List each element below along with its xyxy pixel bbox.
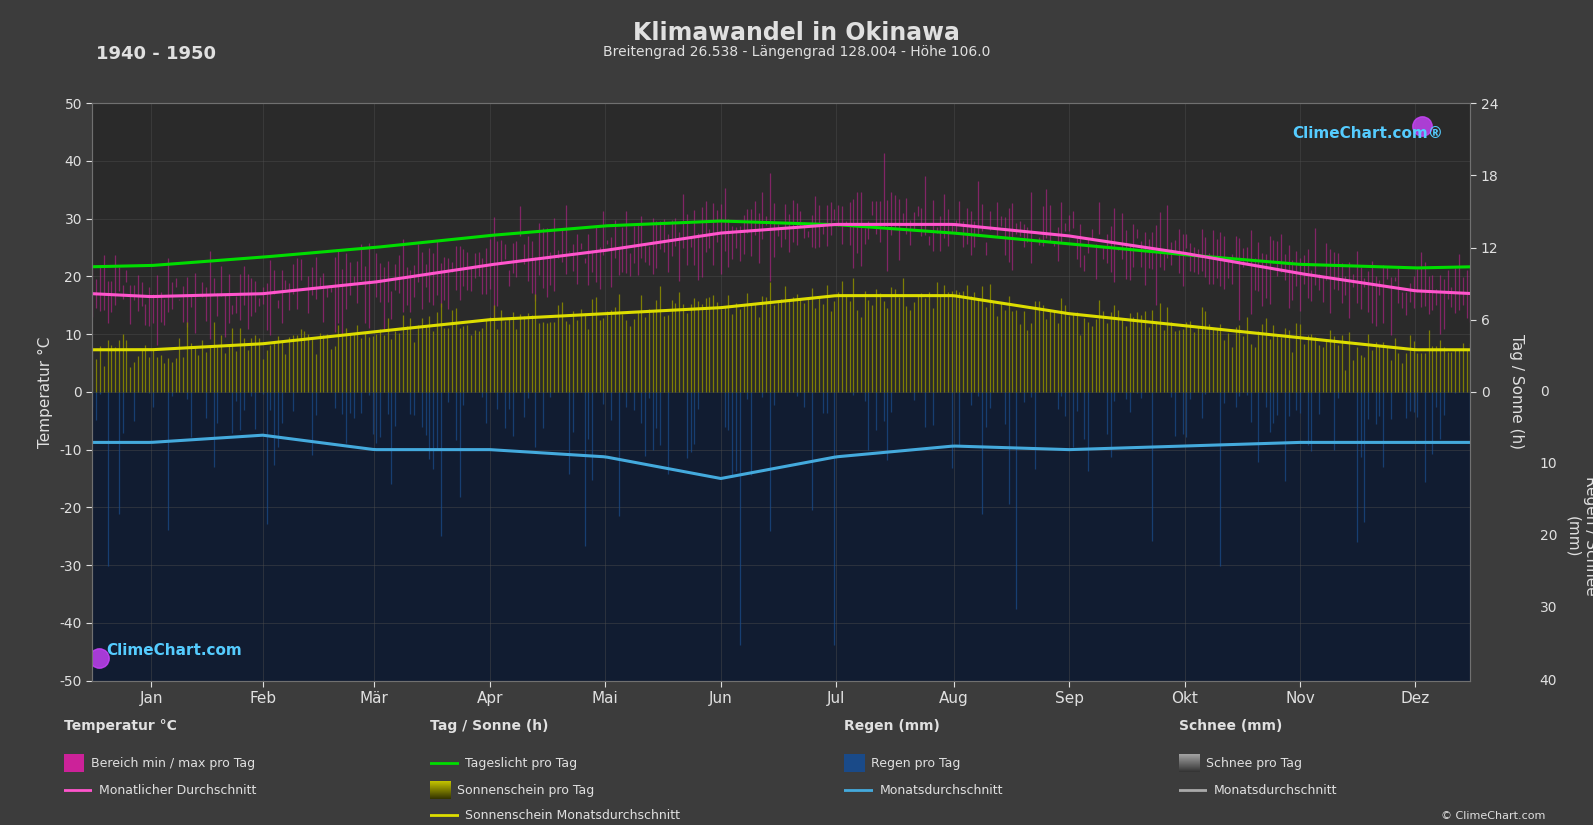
Text: Sonnenschein pro Tag: Sonnenschein pro Tag	[457, 784, 594, 797]
Text: Bereich min / max pro Tag: Bereich min / max pro Tag	[91, 757, 255, 770]
Text: 10: 10	[1540, 457, 1558, 471]
Text: Tageslicht pro Tag: Tageslicht pro Tag	[465, 757, 577, 770]
Text: ClimeChart.com: ClimeChart.com	[107, 643, 242, 658]
Text: Klimawandel in Okinawa: Klimawandel in Okinawa	[632, 21, 961, 45]
Y-axis label: Tag / Sonne (h): Tag / Sonne (h)	[1509, 334, 1523, 450]
Text: ClimeChart.com®: ClimeChart.com®	[1292, 126, 1443, 141]
Text: © ClimeChart.com: © ClimeChart.com	[1440, 811, 1545, 821]
Text: 1940 - 1950: 1940 - 1950	[96, 45, 215, 64]
Text: Breitengrad 26.538 - Längengrad 128.004 - Höhe 106.0: Breitengrad 26.538 - Längengrad 128.004 …	[602, 45, 991, 59]
Text: 30: 30	[1540, 601, 1558, 615]
Text: Schnee (mm): Schnee (mm)	[1179, 719, 1282, 733]
Text: Temperatur °C: Temperatur °C	[64, 719, 177, 733]
Text: Sonnenschein Monatsdurchschnitt: Sonnenschein Monatsdurchschnitt	[465, 808, 680, 822]
Text: 40: 40	[1540, 674, 1558, 687]
Text: Tag / Sonne (h): Tag / Sonne (h)	[430, 719, 548, 733]
Y-axis label: Temperatur °C: Temperatur °C	[38, 337, 53, 447]
Text: Monatlicher Durchschnitt: Monatlicher Durchschnitt	[99, 784, 256, 797]
Text: Monatsdurchschnitt: Monatsdurchschnitt	[879, 784, 1004, 797]
Text: Regen (mm): Regen (mm)	[844, 719, 940, 733]
Text: 0: 0	[1540, 385, 1548, 398]
Text: Monatsdurchschnitt: Monatsdurchschnitt	[1214, 784, 1338, 797]
Text: 20: 20	[1540, 530, 1558, 543]
Text: Regen / Schnee
(mm): Regen / Schnee (mm)	[1566, 476, 1593, 596]
Bar	[92, 392, 1470, 681]
Text: Regen pro Tag: Regen pro Tag	[871, 757, 961, 770]
Text: Schnee pro Tag: Schnee pro Tag	[1206, 757, 1301, 770]
